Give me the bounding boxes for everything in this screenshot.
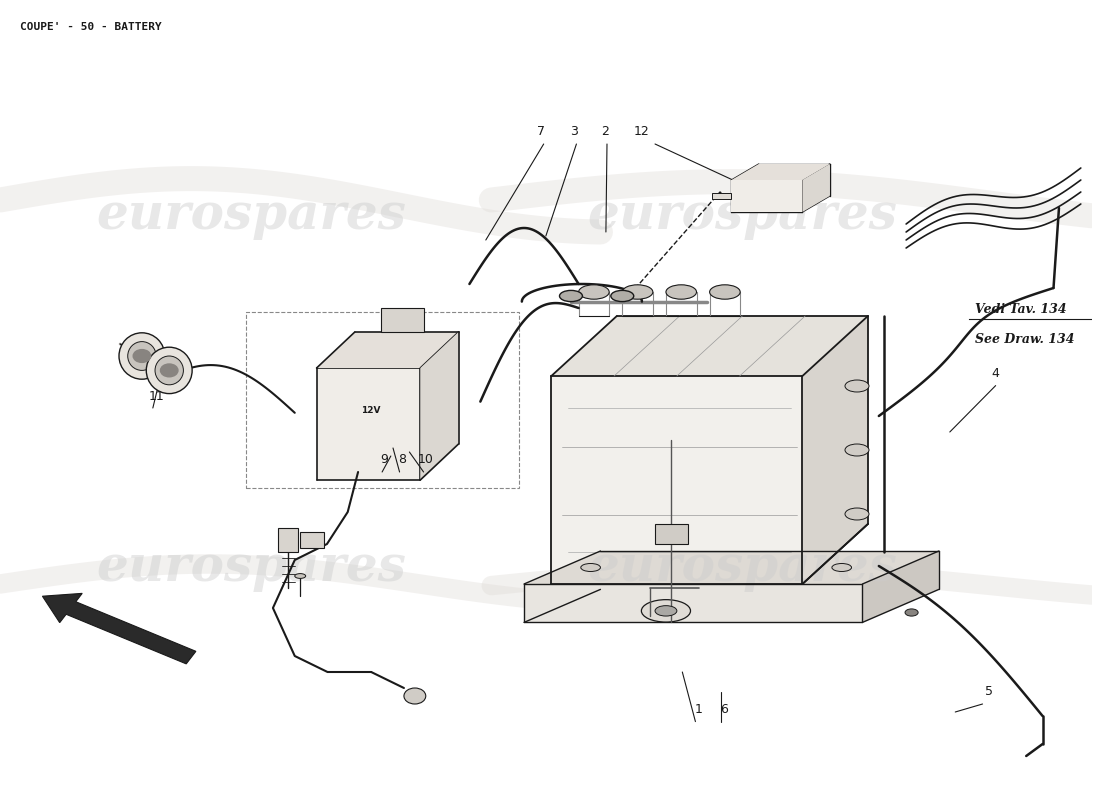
Text: 3: 3 [570, 125, 579, 138]
Polygon shape [732, 164, 829, 180]
Ellipse shape [641, 600, 691, 622]
Ellipse shape [845, 444, 869, 456]
Polygon shape [420, 332, 459, 480]
Circle shape [133, 350, 151, 362]
Bar [712, 193, 732, 199]
Text: 5: 5 [986, 685, 993, 698]
Polygon shape [732, 180, 802, 212]
Text: 12: 12 [634, 125, 650, 138]
Ellipse shape [905, 609, 918, 616]
FancyArrow shape [43, 594, 196, 664]
Text: 11: 11 [148, 390, 164, 403]
Ellipse shape [654, 606, 676, 616]
Text: eurospares: eurospares [587, 191, 898, 241]
Polygon shape [524, 584, 862, 622]
Ellipse shape [666, 285, 696, 299]
Polygon shape [381, 308, 425, 332]
Ellipse shape [119, 333, 165, 379]
Polygon shape [551, 316, 868, 376]
Bar [654, 524, 688, 544]
Polygon shape [317, 368, 420, 480]
Ellipse shape [295, 574, 306, 578]
Text: 12V: 12V [361, 406, 381, 415]
Ellipse shape [560, 290, 582, 302]
Text: See Draw. 134: See Draw. 134 [975, 333, 1075, 346]
Text: 1: 1 [695, 703, 703, 716]
Text: eurospares: eurospares [96, 191, 406, 241]
Text: 7: 7 [538, 125, 546, 138]
Ellipse shape [155, 356, 184, 385]
Ellipse shape [845, 380, 869, 392]
Text: COUPE' - 50 - BATTERY: COUPE' - 50 - BATTERY [20, 22, 162, 32]
Text: eurospares: eurospares [587, 543, 898, 593]
Text: eurospares: eurospares [96, 543, 406, 593]
Text: 2: 2 [601, 125, 608, 138]
Polygon shape [317, 332, 459, 368]
Ellipse shape [832, 563, 851, 571]
Text: 9: 9 [381, 453, 388, 466]
Ellipse shape [146, 347, 192, 394]
Text: 8: 8 [398, 453, 406, 466]
Text: 4: 4 [992, 367, 1000, 380]
Polygon shape [802, 164, 829, 212]
Circle shape [161, 364, 178, 377]
Bar [278, 528, 298, 552]
Polygon shape [551, 376, 802, 584]
Ellipse shape [579, 285, 609, 299]
Ellipse shape [710, 285, 740, 299]
Ellipse shape [845, 508, 869, 520]
Polygon shape [862, 551, 939, 622]
Bar [300, 532, 324, 548]
Polygon shape [802, 316, 868, 584]
Text: 6: 6 [719, 703, 728, 716]
Circle shape [404, 688, 426, 704]
Ellipse shape [128, 342, 156, 370]
Ellipse shape [581, 563, 601, 571]
Ellipse shape [623, 285, 652, 299]
Polygon shape [524, 551, 939, 584]
Ellipse shape [610, 290, 634, 302]
Text: Vedi Tav. 134: Vedi Tav. 134 [975, 303, 1067, 316]
Text: 10: 10 [418, 453, 433, 466]
